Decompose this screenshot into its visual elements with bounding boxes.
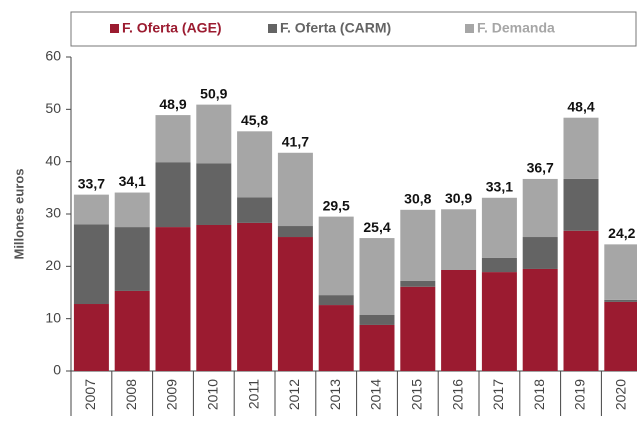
- bar-segment: [318, 295, 354, 306]
- x-tick-label: 2015: [409, 379, 425, 410]
- bar-segment: [196, 163, 232, 225]
- bar-segment: [155, 162, 191, 228]
- total-label: 34,1: [119, 173, 146, 189]
- bar-segment: [400, 209, 436, 281]
- bar-segment: [359, 238, 395, 316]
- y-tick-label: 60: [45, 48, 61, 64]
- x-tick-label: 2010: [205, 379, 221, 410]
- bar-segment: [563, 178, 599, 231]
- total-label: 29,5: [323, 197, 350, 213]
- y-tick-label: 50: [45, 100, 61, 116]
- y-tick-label: 0: [53, 362, 61, 378]
- bar-segment: [400, 280, 436, 287]
- x-tick-label: 2013: [327, 379, 343, 410]
- bar-segment: [114, 290, 150, 371]
- legend-swatch: [465, 24, 474, 33]
- bar-segment: [237, 197, 273, 223]
- x-tick-label: 2020: [613, 379, 629, 410]
- bar-segment: [481, 197, 517, 258]
- bar-segment: [237, 131, 273, 198]
- bar-segment: [196, 104, 232, 164]
- total-label: 45,8: [241, 112, 268, 128]
- bar-segment: [604, 299, 637, 302]
- bar-segment: [114, 227, 150, 291]
- total-label: 24,2: [608, 225, 635, 241]
- bar-segment: [73, 224, 109, 305]
- x-tick-label: 2019: [572, 379, 588, 410]
- y-tick-label: 20: [45, 257, 61, 273]
- bar-segment: [481, 272, 517, 371]
- bar-segment: [155, 115, 191, 163]
- x-tick-label: 2016: [449, 379, 465, 410]
- bar-segment: [196, 224, 232, 371]
- x-tick-label: 2014: [368, 379, 384, 410]
- bar-segment: [277, 237, 313, 371]
- bar-segment: [522, 268, 558, 371]
- x-tick-label: 2009: [164, 379, 180, 410]
- total-label: 41,7: [282, 133, 309, 149]
- x-tick-label: 2018: [531, 379, 547, 410]
- total-label: 48,9: [159, 96, 186, 112]
- bar-segment: [563, 230, 599, 371]
- total-label: 50,9: [200, 85, 227, 101]
- total-label: 48,4: [567, 98, 594, 114]
- total-label: 33,1: [486, 178, 513, 194]
- x-tick-label: 2007: [82, 379, 98, 410]
- total-label: 30,9: [445, 190, 472, 206]
- bar-segment: [277, 226, 313, 238]
- y-tick-label: 10: [45, 309, 61, 325]
- bar-segment: [155, 227, 191, 371]
- legend-box: [70, 11, 637, 47]
- y-tick-label: 40: [45, 152, 61, 168]
- bar-segment: [441, 209, 477, 270]
- bar-segment: [441, 269, 477, 371]
- x-tick-label: 2011: [245, 379, 261, 409]
- bar-segment: [73, 304, 109, 371]
- bar-segment: [359, 324, 395, 371]
- y-axis-label: Millones euros: [11, 168, 26, 259]
- total-label: 33,7: [78, 175, 105, 191]
- legend-label: F. Oferta (AGE): [122, 20, 222, 36]
- bar-segment: [277, 152, 313, 227]
- x-tick-label: 2008: [123, 379, 139, 410]
- total-label: 25,4: [363, 219, 390, 235]
- bar-segment: [73, 194, 109, 225]
- y-tick-label: 30: [45, 205, 61, 221]
- bar-segment: [522, 178, 558, 238]
- bar-segment: [481, 257, 517, 273]
- legend-label: F. Oferta (CARM): [280, 20, 391, 36]
- x-tick-label: 2012: [286, 379, 302, 410]
- bar-segment: [522, 237, 558, 269]
- legend-label: F. Demanda: [477, 20, 555, 36]
- total-label: 30,8: [404, 191, 431, 207]
- bar-segment: [400, 286, 436, 371]
- bar-segment: [359, 315, 395, 325]
- bar-segment: [604, 244, 637, 300]
- total-label: 36,7: [527, 160, 554, 176]
- bar-segment: [604, 301, 637, 371]
- x-tick-label: 2017: [490, 379, 506, 410]
- legend-swatch: [110, 24, 119, 33]
- legend-swatch: [268, 24, 277, 33]
- bar-segment: [114, 192, 150, 228]
- bar-segment: [237, 222, 273, 371]
- bar-segment: [318, 216, 354, 296]
- bar-segment: [318, 305, 354, 371]
- bar-segment: [563, 117, 599, 179]
